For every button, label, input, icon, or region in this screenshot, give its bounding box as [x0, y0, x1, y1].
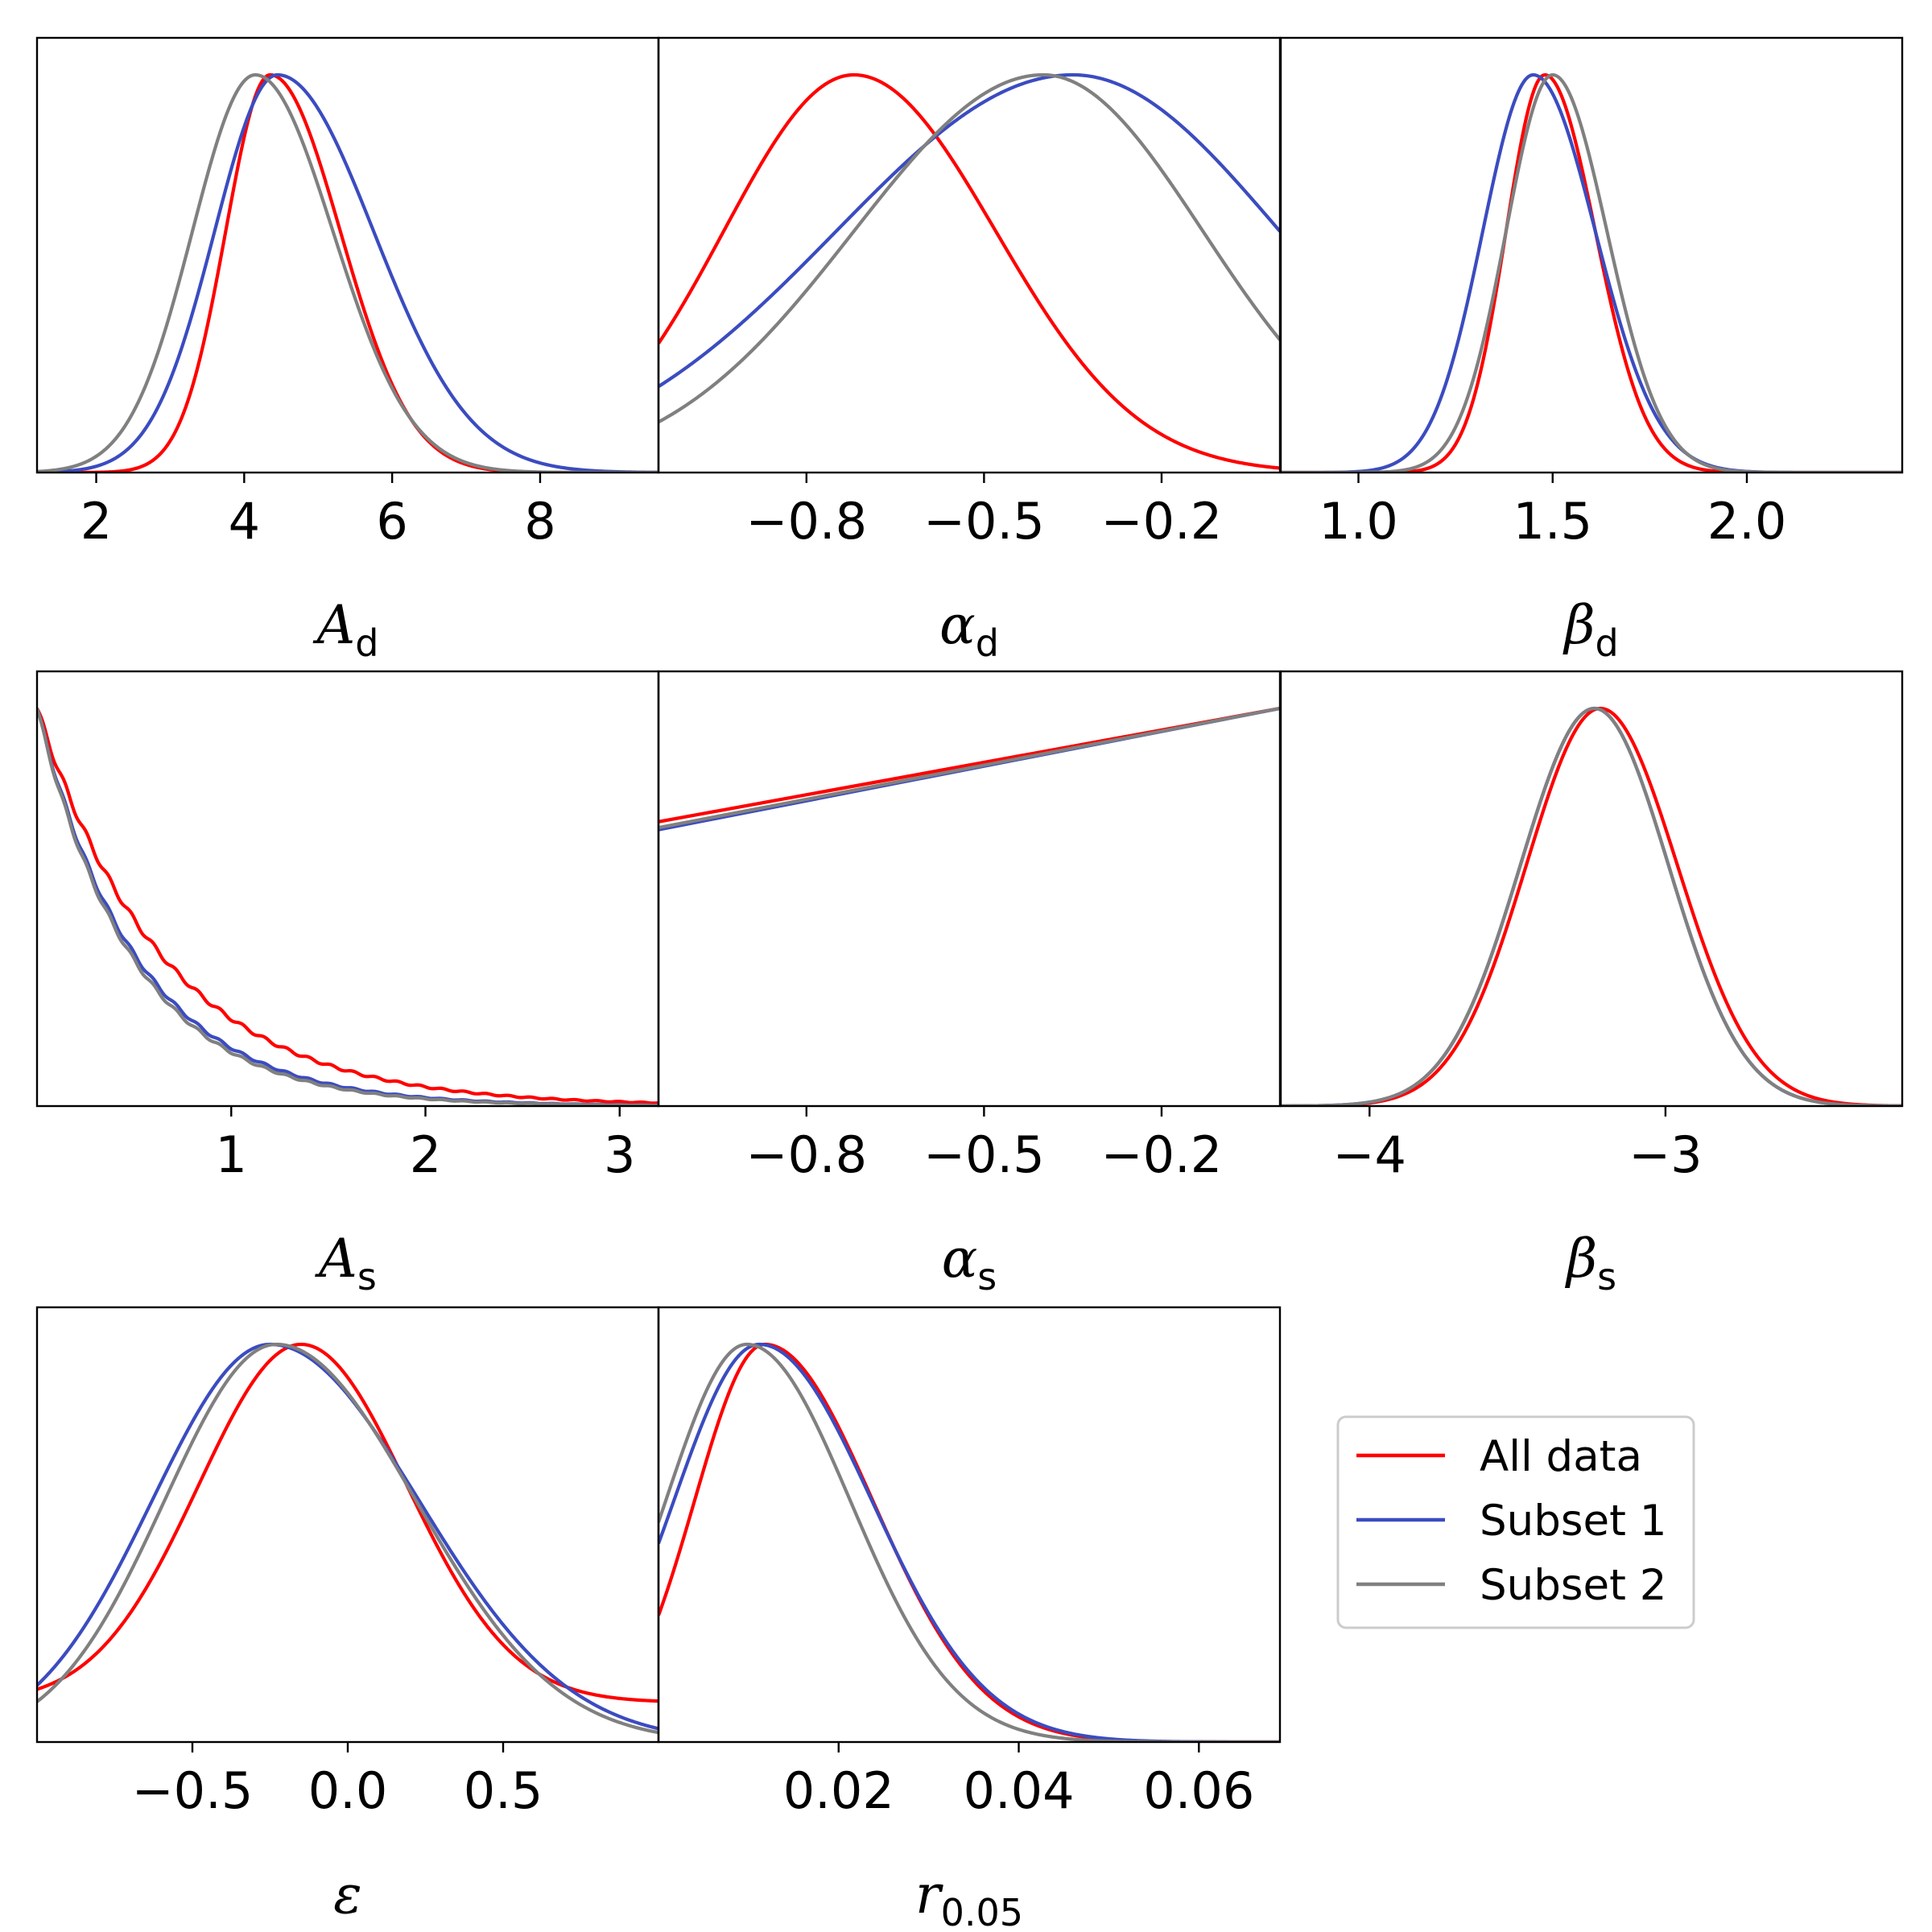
axis-label-alpha-d: αd	[939, 594, 999, 665]
series-subset-1-alpha-d	[658, 72, 1280, 388]
frame-r-0-05	[657, 1306, 1282, 1744]
axis-label-beta-d: βd	[1562, 594, 1618, 665]
curves-alpha-s	[658, 706, 1280, 832]
tick-label-beta-d-0: 1.0	[1319, 492, 1398, 551]
tick-label-a-d-1: 4	[229, 492, 260, 551]
axis-label-a-d: Ad	[312, 594, 379, 665]
panels-group: 2 4 6 8 Ad −0.8 −0.5 −0.2 αd 1.0 1.5 2.0 βd 1 2 3 As −0.8…	[35, 36, 1904, 1932]
tick-label-a-d-3: 8	[524, 492, 555, 551]
tick-label-alpha-d-1: −0.5	[923, 492, 1045, 551]
series-subset-2-a-d	[37, 72, 658, 473]
curves-epsilon	[37, 1342, 658, 1735]
tick-label-alpha-d-0: −0.8	[746, 492, 868, 551]
legend-label-all-data: All data	[1480, 1432, 1642, 1481]
frame-a-s	[35, 670, 660, 1108]
tick-label-epsilon-0: −0.5	[132, 1761, 254, 1820]
panel-a-d: 2 4 6 8 Ad	[35, 36, 660, 665]
frame-epsilon	[35, 1306, 660, 1744]
series-subset-1-r-0-05	[658, 1342, 1280, 1742]
curves-alpha-d	[658, 72, 1280, 470]
tick-label-epsilon-2: 0.5	[464, 1761, 543, 1820]
series-subset-1-a-d	[37, 72, 658, 473]
panel-r-0-05: 0.02 0.04 0.06 r0.05	[657, 1306, 1282, 1932]
tick-label-beta-s-0: −4	[1333, 1125, 1406, 1184]
series-subset-1-a-s	[37, 708, 658, 1106]
tick-label-r-0-05-2: 0.06	[1143, 1761, 1254, 1820]
series-subset-2-r-0-05	[658, 1342, 1280, 1742]
axis-label-a-s: As	[314, 1228, 377, 1298]
tick-label-alpha-s-2: −0.2	[1101, 1125, 1223, 1184]
series-all-data-beta-s	[1281, 706, 1902, 1106]
curves-beta-d	[1281, 72, 1902, 473]
panel-alpha-d: −0.8 −0.5 −0.2 αd	[657, 36, 1282, 665]
tick-label-r-0-05-0: 0.02	[783, 1761, 894, 1820]
tick-label-a-s-0: 1	[216, 1125, 247, 1184]
frame-alpha-s	[657, 670, 1282, 1108]
tick-label-epsilon-1: 0.0	[308, 1761, 388, 1820]
legend-label-subset-1: Subset 1	[1480, 1496, 1666, 1546]
legend: All data Subset 1 Subset 2	[1336, 1415, 1695, 1629]
tick-label-beta-d-2: 2.0	[1707, 492, 1787, 551]
axis-label-epsilon: ε	[333, 1864, 361, 1926]
panel-beta-d: 1.0 1.5 2.0 βd	[1279, 36, 1904, 665]
series-subset-2-alpha-s	[658, 706, 1280, 830]
series-subset-2-beta-s	[1281, 706, 1902, 1106]
tick-label-r-0-05-1: 0.04	[964, 1761, 1075, 1820]
tick-label-a-s-1: 2	[410, 1125, 441, 1184]
frame-beta-d	[1279, 36, 1904, 474]
axis-label-r-0-05: r0.05	[915, 1864, 1023, 1932]
panel-beta-s: −4 −3βs	[1279, 670, 1904, 1298]
legend-frame	[1336, 1415, 1695, 1629]
tick-label-beta-s-1: −3	[1629, 1125, 1702, 1184]
series-all-data-r-0-05	[658, 1342, 1280, 1742]
frame-beta-s	[1279, 670, 1904, 1108]
tick-label-alpha-s-0: −0.8	[746, 1125, 868, 1184]
panel-epsilon: −0.5 0.0 0.5 ε	[35, 1306, 660, 1926]
curves-a-s	[37, 708, 658, 1106]
series-subset-1-beta-s	[1281, 706, 1902, 1106]
tick-label-a-d-2: 6	[376, 492, 407, 551]
tick-label-beta-d-1: 1.5	[1513, 492, 1592, 551]
axis-label-beta-s: βs	[1564, 1228, 1616, 1298]
series-subset-2-epsilon	[37, 1342, 658, 1735]
series-subset-2-alpha-d	[658, 72, 1280, 424]
tick-label-a-s-2: 3	[604, 1125, 635, 1184]
series-all-data-a-s	[37, 708, 658, 1105]
series-subset-1-beta-d	[1281, 72, 1902, 473]
series-all-data-beta-d	[1281, 72, 1902, 473]
curves-beta-s	[1281, 706, 1902, 1106]
axis-label-alpha-s: αs	[942, 1228, 997, 1298]
tick-label-alpha-d-2: −0.2	[1101, 492, 1223, 551]
curves-r-0-05	[658, 1342, 1280, 1742]
series-all-data-epsilon	[37, 1342, 658, 1703]
panel-alpha-s: −0.8 −0.5 −0.2 αs	[657, 670, 1282, 1298]
series-subset-2-beta-d	[1281, 72, 1902, 473]
curves-a-d	[37, 72, 658, 473]
tick-label-a-d-0: 2	[80, 492, 112, 551]
series-all-data-alpha-d	[658, 72, 1280, 470]
legend-label-subset-2: Subset 2	[1480, 1561, 1666, 1610]
series-subset-2-a-s	[37, 708, 658, 1106]
panel-a-s: 1 2 3 As	[35, 670, 660, 1298]
tick-label-alpha-s-1: −0.5	[923, 1125, 1045, 1184]
series-subset-1-epsilon	[37, 1342, 658, 1731]
